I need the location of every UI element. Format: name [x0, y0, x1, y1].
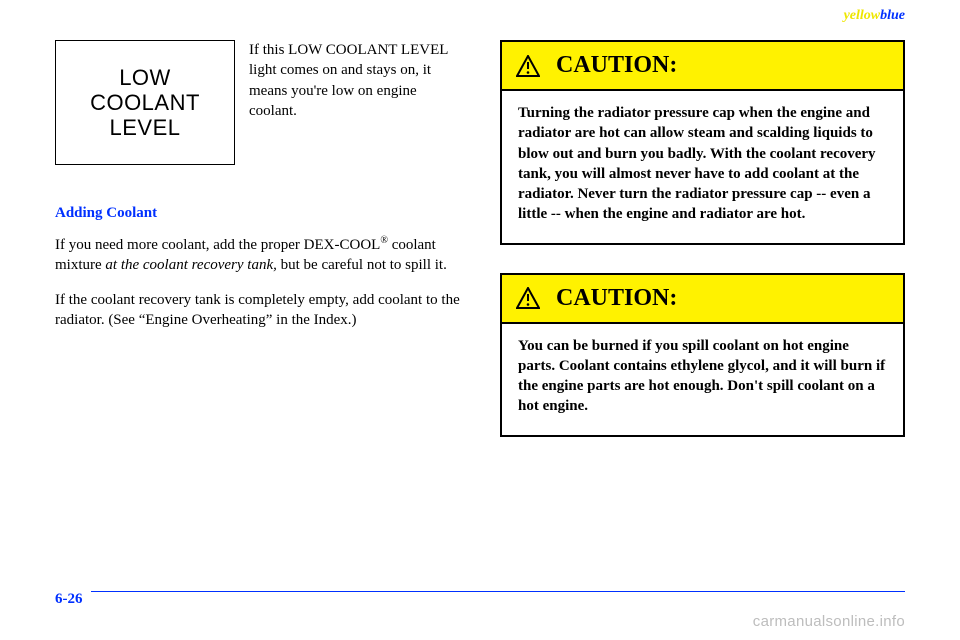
registered-mark: ® — [380, 235, 388, 246]
indicator-line-2: COOLANT — [90, 90, 200, 115]
left-column: LOW COOLANT LEVEL If this LOW COOLANT LE… — [55, 40, 460, 465]
caution-label-1: CAUTION: — [556, 52, 677, 79]
footer-rule — [55, 591, 905, 592]
warning-triangle-icon — [516, 287, 540, 309]
section-heading: Adding Coolant — [55, 205, 460, 222]
page-footer: 6-26 — [0, 591, 960, 608]
warning-triangle-icon — [516, 55, 540, 77]
p1-part-c: COOL — [340, 237, 381, 253]
caution-box-2: CAUTION: You can be burned if you spill … — [500, 273, 905, 437]
p1-part-a: If you need more coolant, add the proper… — [55, 237, 335, 253]
indicator-description: If this LOW COOLANT LEVEL light comes on… — [249, 40, 460, 165]
watermark: carmanualsonline.info — [753, 613, 905, 630]
header-yellow: yellow — [844, 8, 881, 23]
page-number: 6-26 — [55, 591, 91, 608]
caution-label-2: CAUTION: — [556, 285, 677, 312]
caution-header-2: CAUTION: — [502, 275, 903, 324]
caution-body-1: Turning the radiator pressure cap when t… — [502, 91, 903, 243]
paragraph-1: If you need more coolant, add the proper… — [55, 234, 460, 276]
header-blue: blue — [880, 8, 905, 23]
caution-box-1: CAUTION: Turning the radiator pressure c… — [500, 40, 905, 245]
paragraph-2: If the coolant recovery tank is complete… — [55, 290, 460, 331]
indicator-light-box: LOW COOLANT LEVEL — [55, 40, 235, 165]
header-branding: yellowblue — [844, 8, 905, 24]
indicator-row: LOW COOLANT LEVEL If this LOW COOLANT LE… — [55, 40, 460, 165]
caution-body-2: You can be burned if you spill coolant o… — [502, 324, 903, 435]
p1-italic: at the coolant recovery tank, — [105, 257, 276, 273]
content-columns: LOW COOLANT LEVEL If this LOW COOLANT LE… — [55, 40, 905, 465]
p1-part-e: but be careful not to spill it. — [277, 257, 447, 273]
indicator-line-1: LOW — [119, 65, 171, 90]
indicator-line-3: LEVEL — [110, 115, 181, 140]
caution-header-1: CAUTION: — [502, 42, 903, 91]
right-column: CAUTION: Turning the radiator pressure c… — [500, 40, 905, 465]
